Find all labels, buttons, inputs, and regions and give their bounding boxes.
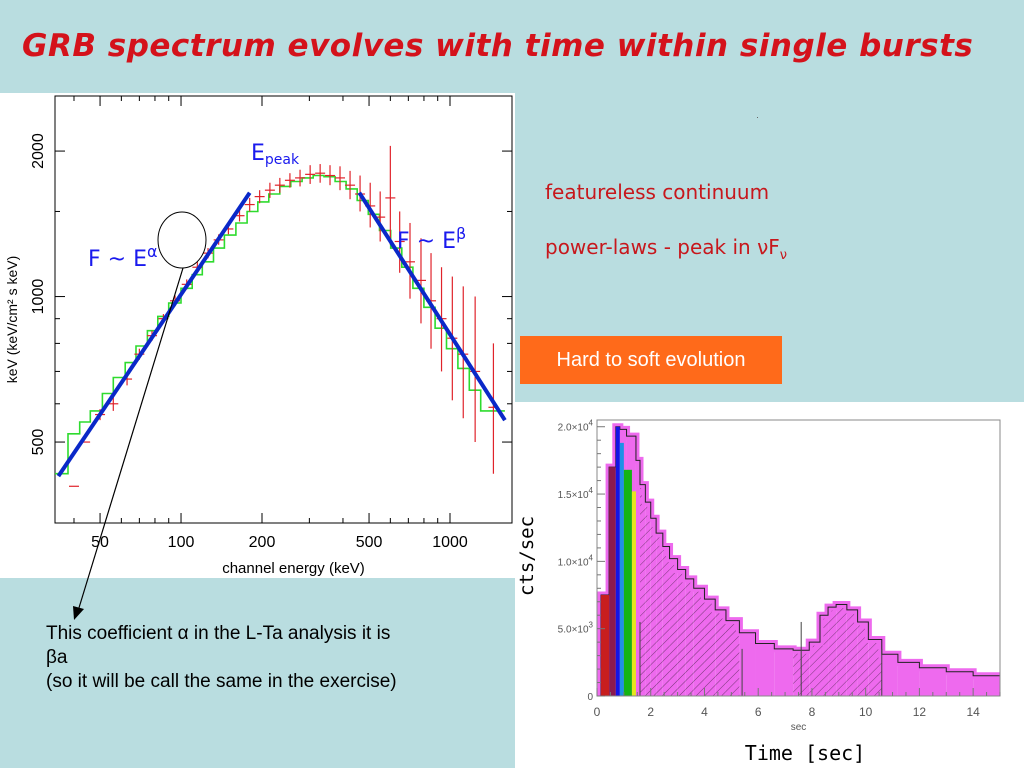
epeak-label: Epeak: [251, 141, 300, 168]
light-curve-bin: [685, 578, 694, 696]
light-curve-y-axis-label: cts/sec: [516, 516, 538, 596]
spectrum-x-tick-label: 200: [249, 534, 276, 551]
light-curve-x-tick-label: 0: [594, 705, 601, 719]
spectrum-x-axis-label: channel energy (keV): [222, 560, 365, 577]
light-curve-x-tick-label: 2: [647, 705, 654, 719]
light-curve-bin: [919, 667, 947, 696]
light-curve-caption: Time [sec]: [745, 741, 865, 765]
light-curve-bin: [704, 599, 716, 696]
light-curve-y-tick-exponent: 4: [589, 419, 594, 428]
light-curve-bin: [973, 675, 1000, 696]
light-curve-y-tick-label: 5.0×103: [558, 621, 594, 636]
spectrum-x-tick-label: 100: [168, 534, 195, 551]
spectrum-y-axis-label: keV (keV/cm² s keV): [4, 256, 20, 384]
power-law-prefix: power-laws - peak in: [545, 235, 758, 259]
light-curve-x-tick-label: 6: [755, 705, 762, 719]
light-curve-bin: [881, 654, 898, 696]
light-curve-bin: [819, 615, 829, 696]
colored-time-interval: [619, 442, 624, 696]
alpha-power-law-label: F ~ Eα: [88, 242, 158, 272]
note-line-3: (so it will be call the same in the exer…: [46, 671, 397, 692]
light-curve-bin: [857, 621, 869, 696]
flux-symbol: F: [768, 235, 780, 259]
light-curve-bin: [656, 533, 663, 696]
colored-time-interval: [601, 595, 610, 696]
light-curve-bin: [725, 620, 740, 696]
spectrum-y-tick-label: 500: [30, 429, 47, 456]
nu-subscript: ν: [779, 248, 788, 263]
light-curve-bin: [836, 604, 847, 696]
epeak-subscript: peak: [265, 152, 300, 168]
colored-time-interval: [623, 469, 632, 696]
light-curve-bin: [828, 607, 837, 696]
spectrum-y-tick-label: 2000: [30, 133, 47, 169]
light-curve-step-outline: [600, 426, 1000, 696]
light-curve-y-tick-label: 1.5×104: [558, 486, 594, 501]
light-curve-x-tick-label: 4: [701, 705, 708, 719]
light-curve-bin: [946, 671, 974, 696]
colored-time-interval: [615, 426, 620, 696]
light-curve-bin: [774, 648, 794, 696]
light-curve-y-tick-exponent: 4: [589, 553, 594, 562]
light-curve-bin: [677, 569, 686, 696]
light-curve-y-tick-label: 0: [587, 692, 593, 703]
light-curve-bin: [715, 609, 726, 696]
alpha-symbol: α: [147, 242, 158, 261]
colored-time-interval: [609, 467, 616, 696]
slide-title: GRB spectrum evolves with time within si…: [22, 28, 974, 64]
light-curve-bin: [755, 643, 775, 696]
annotation-arrow-head: [73, 606, 84, 620]
spectrum-x-tick-label: 1000: [432, 534, 468, 551]
light-curve-x-tick-label: 12: [913, 705, 927, 719]
light-curve-bin: [650, 518, 657, 696]
featureless-label: featureless continuum: [545, 180, 770, 204]
nu-symbol: ν: [757, 235, 769, 259]
light-curve-bin: [809, 642, 820, 696]
light-curve-x-tick-label: 8: [809, 705, 816, 719]
light-curve-panel: [515, 402, 1024, 768]
annotation-arrow-line: [77, 267, 184, 612]
light-curve-bin: [635, 460, 640, 696]
light-curve-bin: [846, 609, 858, 696]
spectrum-x-tick-label: 500: [356, 534, 383, 551]
colored-time-interval: [631, 491, 636, 696]
light-curve-bin: [639, 484, 646, 696]
beta-power-law-label: F ~ Eβ: [397, 224, 466, 254]
spectrum-x-tick-label: 50: [91, 534, 109, 551]
light-curve-bin: [645, 502, 651, 696]
light-curve-x-axis-label: sec: [791, 722, 807, 733]
alpha-circle-annotation: [157, 211, 207, 269]
note-line-2: βa: [46, 647, 68, 668]
hard-to-soft-badge: Hard to soft evolution: [520, 336, 782, 384]
light-curve-y-tick-exponent: 3: [589, 621, 594, 630]
light-curve-bin: [739, 632, 756, 696]
spectrum-fit-line: [357, 191, 507, 422]
stray-dot: [757, 117, 758, 118]
light-curve-plot-area: [597, 423, 1000, 696]
light-curve-bin: [662, 546, 670, 696]
light-curve-bin: [693, 588, 705, 696]
spectrum-y-tick-label: 1000: [30, 279, 47, 315]
spectrum-fit-line: [56, 191, 252, 478]
spectrum-frame: [54, 95, 513, 524]
spectrum-model-step-line: [55, 174, 505, 475]
light-curve-y-tick-label: 2.0×104: [558, 419, 594, 434]
light-curve-y-tick-exponent: 4: [589, 486, 594, 495]
note-line-1: This coefficient α in the L-Ta analysis …: [46, 623, 391, 644]
light-curve-y-tick-label: 1.0×104: [558, 553, 594, 568]
coefficient-note: This coefficient α in the L-Ta analysis …: [46, 622, 526, 694]
power-law-label: power-laws - peak in νFν: [545, 235, 787, 263]
light-curve-bin: [669, 558, 678, 696]
light-curve-x-tick-label: 10: [859, 705, 873, 719]
light-curve-bin: [897, 662, 920, 696]
light-curve-x-tick-label: 14: [966, 705, 980, 719]
spectrum-panel: [0, 93, 515, 578]
beta-symbol: β: [456, 224, 466, 243]
